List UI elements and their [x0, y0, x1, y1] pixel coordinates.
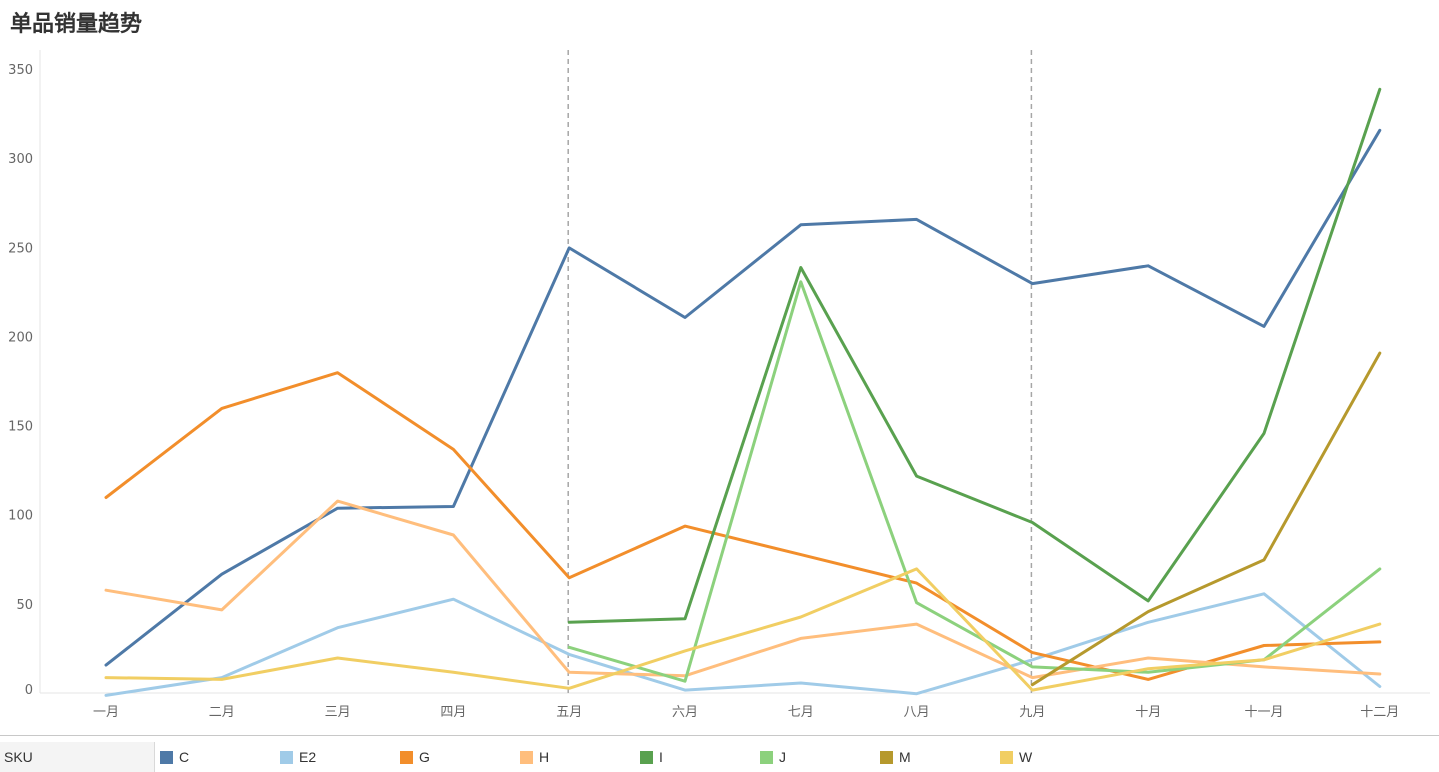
legend-item-J[interactable]: J	[760, 742, 786, 772]
x-tick-label: 九月	[1019, 705, 1045, 720]
legend-label: I	[659, 749, 663, 765]
legend-label: E2	[299, 749, 317, 765]
x-tick-label: 二月	[209, 705, 235, 720]
legend-swatch	[400, 750, 413, 764]
legend-label: C	[179, 749, 190, 765]
reference-lines	[567, 50, 1033, 693]
series-line-E2[interactable]	[104, 592, 1382, 697]
legend-item-C[interactable]: C	[160, 742, 189, 772]
y-tick-label: 50	[16, 598, 33, 613]
x-tick-label: 十二月	[1360, 705, 1399, 720]
x-tick-label: 八月	[904, 705, 930, 720]
x-tick-label: 四月	[440, 705, 466, 720]
series-group	[104, 87, 1382, 697]
y-axis: 0 50 100 150 200 250 300 350	[8, 50, 41, 698]
legend-swatch	[640, 750, 653, 764]
y-tick-label: 300	[8, 152, 33, 167]
legend-item-I[interactable]: I	[640, 742, 663, 772]
legend-label: G	[419, 749, 430, 765]
y-tick-label: 250	[8, 241, 33, 256]
legend-title: SKU	[0, 742, 155, 772]
legend-item-E2[interactable]: E2	[280, 742, 316, 772]
y-tick-label: 0	[25, 683, 33, 698]
series-line-H[interactable]	[104, 499, 1382, 680]
chart-title: 单品销量趋势	[10, 11, 143, 37]
x-axis: 一月 二月 三月 四月 五月 六月 七月 八月 九月 十月 十一月 十二月	[40, 692, 1430, 720]
x-tick-label: 一月	[93, 705, 119, 720]
x-tick-label: 五月	[556, 705, 582, 720]
legend-swatch	[760, 750, 773, 764]
legend-swatch	[880, 750, 893, 764]
legend-item-H[interactable]: H	[520, 742, 549, 772]
legend-label: J	[779, 749, 786, 765]
y-tick-label: 100	[8, 509, 33, 524]
legend-bar: SKU C E2 G H I J M W	[0, 735, 1439, 772]
legend-item-W[interactable]: W	[1000, 742, 1032, 772]
x-tick-label: 七月	[788, 705, 814, 720]
x-tick-label: 三月	[325, 705, 351, 720]
legend-label: H	[539, 749, 550, 765]
legend-item-M[interactable]: M	[880, 742, 911, 772]
legend-swatch	[520, 750, 533, 764]
legend-label: M	[899, 749, 911, 765]
series-line-W[interactable]	[104, 567, 1382, 692]
series-line-C[interactable]	[104, 128, 1382, 667]
series-line-J[interactable]	[567, 280, 1382, 683]
legend-item-G[interactable]: G	[400, 742, 430, 772]
legend-swatch	[1000, 750, 1013, 764]
legend-label: W	[1019, 749, 1033, 765]
x-tick-label: 六月	[672, 705, 698, 720]
line-chart: 0 50 100 150 200 250 300 350 一月 二月 三月 四月 五月 六月 七月 八月 九月…	[8, 50, 1430, 720]
x-tick-label: 十一月	[1244, 705, 1283, 720]
y-tick-label: 150	[8, 420, 33, 435]
legend-swatch	[160, 750, 173, 764]
series-line-G[interactable]	[104, 371, 1382, 681]
y-tick-label: 350	[8, 63, 33, 78]
series-line-I[interactable]	[567, 87, 1382, 624]
legend-swatch	[280, 750, 293, 764]
x-tick-label: 十月	[1135, 705, 1161, 720]
y-tick-label: 200	[8, 330, 33, 345]
series-line-M[interactable]	[1030, 351, 1382, 687]
